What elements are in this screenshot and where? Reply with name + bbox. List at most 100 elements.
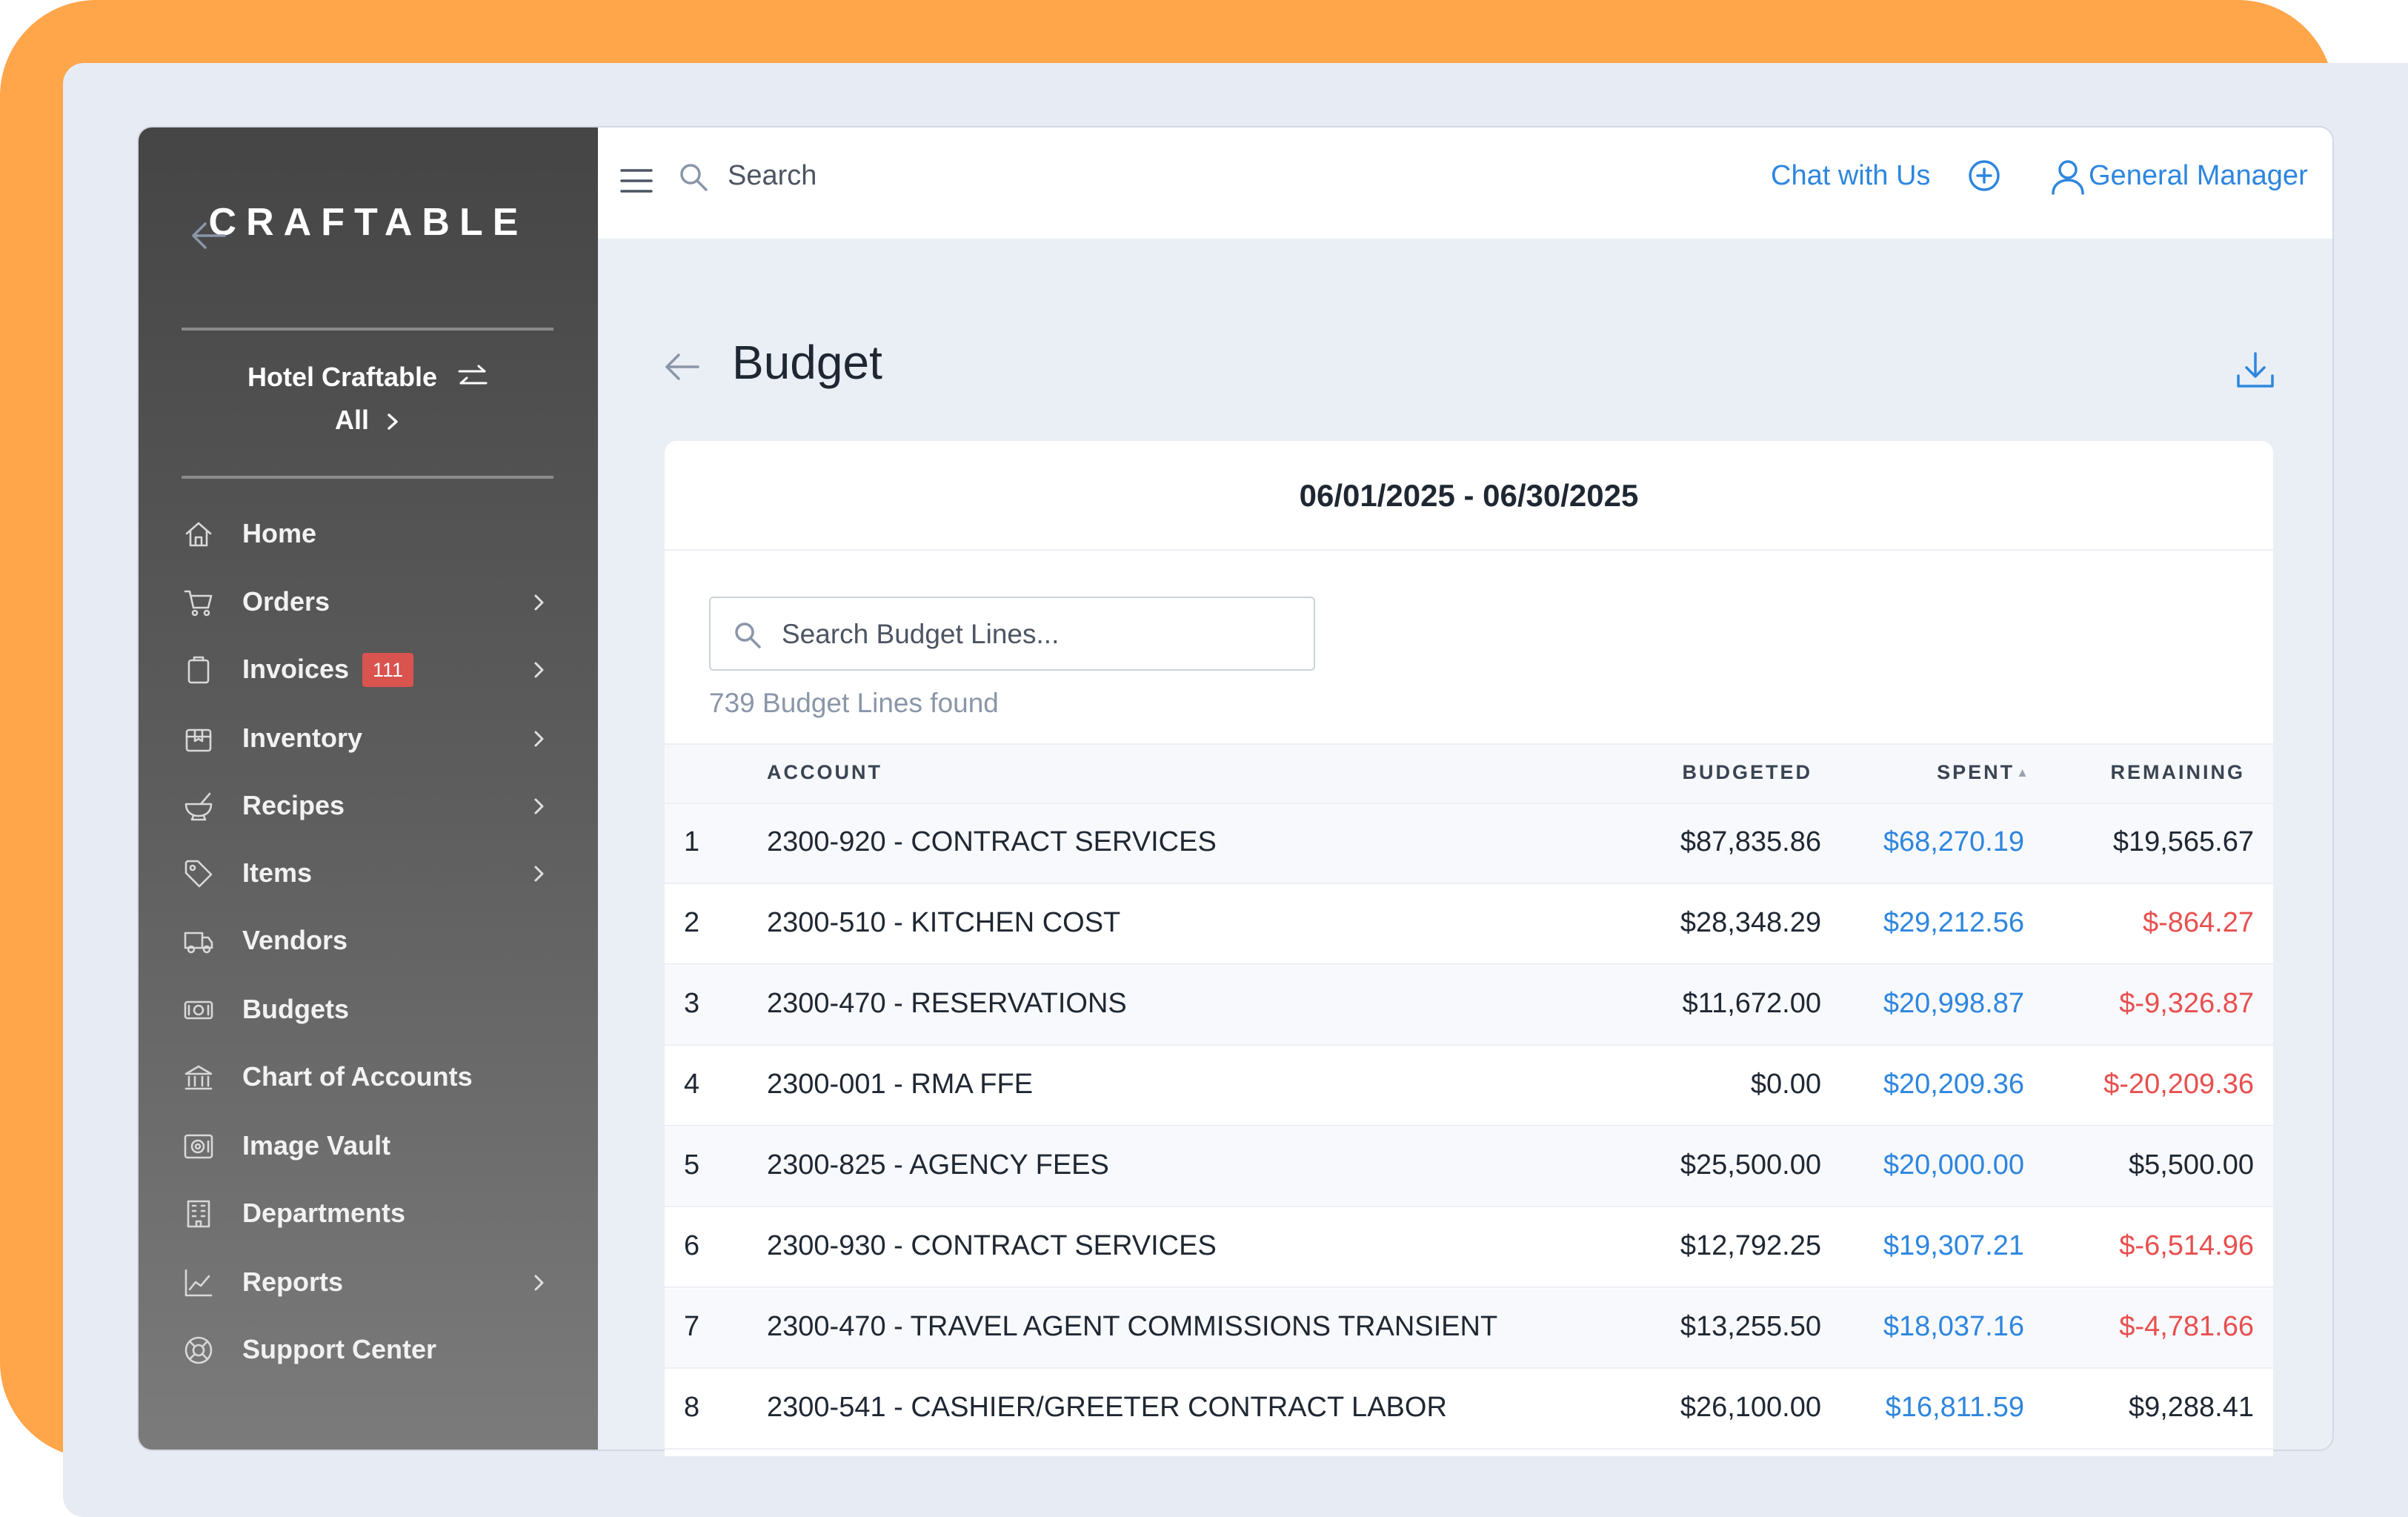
download-icon[interactable] xyxy=(2234,349,2277,392)
row-number: 8 xyxy=(684,1392,700,1423)
budget-search-input[interactable] xyxy=(782,614,1286,654)
table-row[interactable]: 8 2300-541 - CASHIER/GREETER CONTRACT LAB… xyxy=(665,1370,2273,1450)
money-icon xyxy=(184,1000,213,1020)
account-name: 2300-470 - RESERVATIONS xyxy=(767,988,1127,1019)
table-row[interactable]: 7 2300-470 - TRAVEL AGENT COMMISSIONS TRA… xyxy=(665,1289,2273,1369)
column-header-spent-label: SPENT xyxy=(1937,761,2015,783)
table-header: ACCOUNT BUDGETED SPENT ▲ REMAINING xyxy=(665,743,2273,804)
sidebar-item-vendors[interactable]: Vendors xyxy=(139,911,598,970)
account-name: 2300-930 - CONTRACT SERVICES xyxy=(767,1230,1217,1261)
sidebar-item-label: Orders xyxy=(242,586,330,617)
search-icon[interactable] xyxy=(678,162,709,193)
truck-icon xyxy=(184,932,213,954)
column-header-account[interactable]: ACCOUNT xyxy=(767,761,882,783)
chevron-right-icon xyxy=(534,1275,544,1291)
sidebar-item-label: Chart of Accounts xyxy=(242,1061,473,1092)
sidebar-item-departments[interactable]: Departments xyxy=(139,1184,598,1243)
safe-icon xyxy=(184,1134,213,1159)
chat-with-us-link[interactable]: Chat with Us xyxy=(1771,160,1931,191)
spent-amount[interactable]: $18,037.16 xyxy=(1883,1311,2024,1342)
table-row[interactable]: 6 2300-930 - CONTRACT SERVICES $12,792.25 $… xyxy=(665,1208,2273,1288)
spent-amount[interactable]: $16,811.59 xyxy=(1885,1392,2024,1423)
back-arrow-icon[interactable] xyxy=(189,221,227,250)
spent-amount[interactable]: $20,998.87 xyxy=(1883,988,2024,1019)
user-menu[interactable]: General Manager xyxy=(2089,160,2308,191)
spent-amount[interactable]: $20,209.36 xyxy=(1883,1069,2024,1100)
hamburger-menu-icon[interactable] xyxy=(619,165,654,197)
lifebuoy-icon xyxy=(184,1336,213,1364)
budget-search-field[interactable] xyxy=(709,597,1315,671)
location-scope[interactable]: All xyxy=(139,405,598,436)
spent-amount[interactable]: $19,307.21 xyxy=(1883,1230,2024,1261)
column-header-spent[interactable]: SPENT ▲ xyxy=(1937,761,2029,784)
sidebar-item-reports[interactable]: Reports xyxy=(139,1252,598,1312)
table-row[interactable]: 3 2300-470 - RESERVATIONS $11,672.00 $20,99… xyxy=(665,966,2273,1046)
swap-icon xyxy=(458,365,488,385)
sidebar-item-label: Vendors xyxy=(242,925,348,955)
cart-icon xyxy=(184,590,213,617)
sidebar-item-budgets[interactable]: Budgets xyxy=(139,980,598,1039)
sidebar-item-support-center[interactable]: Support Center xyxy=(139,1320,598,1379)
table-row[interactable]: 2 2300-510 - KITCHEN COST $28,348.29 $29,21… xyxy=(665,885,2273,965)
sidebar-item-recipes[interactable]: Recipes xyxy=(139,776,598,835)
account-name: 2300-920 - CONTRACT SERVICES xyxy=(767,826,1217,857)
results-count: 739 Budget Lines found xyxy=(709,688,999,718)
tag-icon xyxy=(184,860,213,888)
table-row[interactable]: 5 2300-825 - AGENCY FEES $25,500.00 $20,000… xyxy=(665,1127,2273,1207)
location-switcher[interactable]: Hotel Craftable xyxy=(139,362,598,393)
row-number: 3 xyxy=(684,988,700,1019)
row-number: 2 xyxy=(684,907,700,938)
remaining-amount: $-20,209.36 xyxy=(2103,1069,2254,1100)
bank-icon xyxy=(184,1065,213,1090)
search-icon xyxy=(735,623,761,648)
row-number: 6 xyxy=(684,1230,700,1261)
remaining-amount: $19,565.67 xyxy=(2112,826,2254,857)
row-number: 4 xyxy=(684,1069,700,1100)
sidebar-item-label: Image Vault xyxy=(242,1130,391,1161)
chevron-right-icon xyxy=(534,798,544,814)
spent-amount[interactable]: $20,000.00 xyxy=(1883,1149,2024,1181)
sidebar-item-invoices[interactable]: Invoices 111 xyxy=(139,640,598,699)
sidebar-item-inventory[interactable]: Inventory xyxy=(139,708,598,768)
account-name: 2300-825 - AGENCY FEES xyxy=(767,1149,1109,1181)
sidebar-item-home[interactable]: Home xyxy=(139,504,598,563)
table-row[interactable]: 1 2300-920 - CONTRACT SERVICES $87,835.86 $… xyxy=(665,804,2273,884)
budgeted-amount: $13,255.50 xyxy=(1680,1311,1821,1342)
location-name: Hotel Craftable xyxy=(247,362,438,392)
remaining-amount: $-9,326.87 xyxy=(2119,988,2254,1019)
chevron-right-icon xyxy=(534,866,544,882)
column-header-budgeted[interactable]: BUDGETED xyxy=(1682,761,1812,783)
add-circle-icon[interactable] xyxy=(1967,159,2001,193)
sidebar-item-items[interactable]: Items xyxy=(139,843,598,903)
spent-amount[interactable]: $68,270.19 xyxy=(1883,826,2024,857)
account-name: 2300-510 - KITCHEN COST xyxy=(767,907,1121,938)
global-search[interactable]: Search xyxy=(728,160,817,191)
budgeted-amount: $0.00 xyxy=(1750,1069,1821,1100)
chevron-right-icon xyxy=(534,662,544,678)
sidebar-item-label: Departments xyxy=(242,1198,406,1228)
sidebar-item-label: Inventory xyxy=(242,723,363,753)
sidebar-item-orders[interactable]: Orders xyxy=(139,572,598,631)
account-name: 2300-541 - CASHIER/GREETER CONTRACT LABO… xyxy=(767,1392,1447,1423)
sidebar-item-image-vault[interactable]: Image Vault xyxy=(139,1116,598,1175)
table-row[interactable]: 4 2300-001 - RMA FFE $0.00 $20,209.36 $-20,2… xyxy=(665,1046,2273,1126)
row-number: 5 xyxy=(684,1149,700,1181)
user-icon[interactable] xyxy=(2050,159,2086,196)
column-header-remaining[interactable]: REMAINING xyxy=(2110,761,2245,783)
sidebar: CRAFTABLE Hotel Craftable All Home Orders… xyxy=(139,127,598,1450)
spent-amount[interactable]: $29,212.56 xyxy=(1883,907,2024,938)
remaining-amount: $-864.27 xyxy=(2142,907,2254,938)
sidebar-divider xyxy=(182,328,553,331)
account-name: 2300-001 - RMA FFE xyxy=(767,1069,1034,1100)
building-icon xyxy=(187,1200,210,1228)
remaining-amount: $-4,781.66 xyxy=(2119,1311,2254,1342)
date-range[interactable]: 06/01/2025 - 06/30/2025 xyxy=(665,441,2273,551)
top-bar: Search Chat with Us General Manager xyxy=(598,127,2332,239)
craftable-logo[interactable]: CRAFTABLE xyxy=(208,201,528,244)
budgeted-amount: $12,792.25 xyxy=(1680,1230,1821,1261)
sidebar-item-chart-of-accounts[interactable]: Chart of Accounts xyxy=(139,1047,598,1106)
home-icon xyxy=(185,522,212,547)
budgeted-amount: $25,500.00 xyxy=(1680,1149,1821,1181)
row-number: 1 xyxy=(684,826,700,857)
back-arrow-icon[interactable] xyxy=(662,352,701,382)
